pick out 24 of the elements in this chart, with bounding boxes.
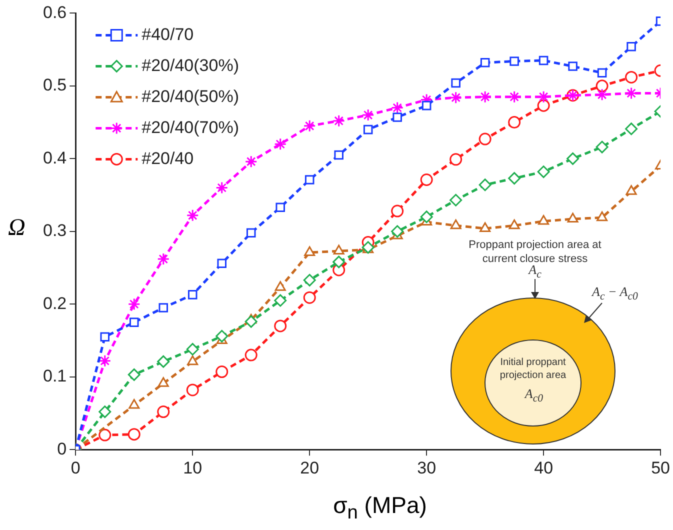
y-tick-label: 0.2 [42, 294, 67, 313]
legend-label: #20/40 [142, 148, 194, 168]
x-tick-label: 20 [300, 458, 320, 478]
legend-label: #40/70 [142, 24, 194, 44]
annotation: A$_{c0}$ [523, 386, 544, 405]
y-tick-label: 0 [57, 439, 67, 458]
y-tick-label: 0.6 [42, 2, 67, 22]
y-tick-label: 0.1 [42, 366, 67, 386]
legend-label: #20/40(70%) [142, 118, 239, 137]
legend-label: #20/40(30%) [142, 56, 239, 75]
y-tick-label: 0.5 [42, 76, 67, 95]
annotation: A$_{c}$ [528, 262, 542, 281]
y-axis-title: Ω [8, 215, 26, 242]
y-tick-label: 0.4 [42, 148, 67, 168]
y-tick-label: 0.3 [42, 221, 67, 240]
legend-label: #20/40(50%) [142, 86, 239, 106]
x-tick-label: 30 [417, 458, 436, 478]
annotation: Initial proppant projection area [498, 356, 568, 382]
x-tick-label: 0 [70, 458, 80, 478]
x-tick-label: 40 [534, 458, 554, 478]
x-tick-label: 10 [183, 458, 202, 478]
x-tick-label: 50 [651, 458, 670, 478]
x-axis-title: σ$_{n}$ (MPa) [332, 492, 428, 525]
annotation: A$_{c}$ − A$_{c0}$ [590, 284, 639, 303]
